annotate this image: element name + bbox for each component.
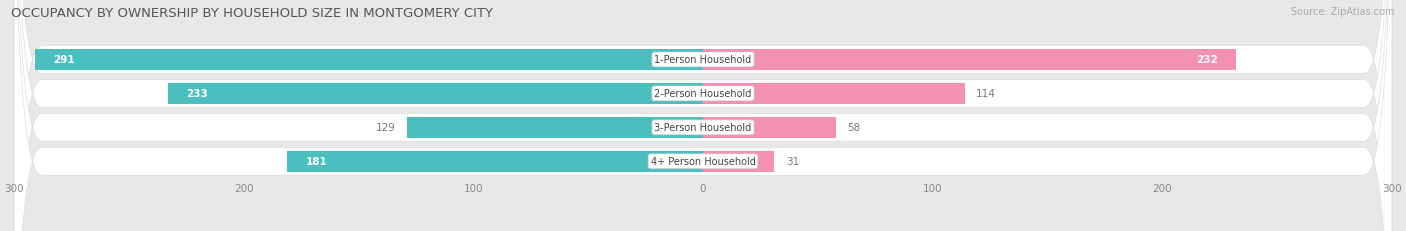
Bar [167,83,703,104]
Text: 2-Person Household: 2-Person Household [654,89,752,99]
Text: 31: 31 [786,157,799,167]
Bar [703,83,965,104]
Text: 233: 233 [186,89,208,99]
Bar [703,117,837,138]
Text: 129: 129 [375,123,395,133]
Text: 232: 232 [1195,55,1218,65]
FancyBboxPatch shape [14,0,1392,231]
Text: Source: ZipAtlas.com: Source: ZipAtlas.com [1291,7,1395,17]
Text: 3-Person Household: 3-Person Household [654,123,752,133]
Text: 4+ Person Household: 4+ Person Household [651,157,755,167]
Text: 181: 181 [305,157,328,167]
Text: 114: 114 [976,89,997,99]
FancyBboxPatch shape [14,0,1392,231]
Text: 1-Person Household: 1-Person Household [654,55,752,65]
Bar [35,50,703,71]
Bar [406,117,703,138]
FancyBboxPatch shape [14,0,1392,231]
Text: 58: 58 [848,123,860,133]
FancyBboxPatch shape [14,0,1392,231]
Bar [287,151,703,172]
Bar [703,50,1236,71]
Text: 291: 291 [53,55,75,65]
Bar [703,151,775,172]
Text: OCCUPANCY BY OWNERSHIP BY HOUSEHOLD SIZE IN MONTGOMERY CITY: OCCUPANCY BY OWNERSHIP BY HOUSEHOLD SIZE… [11,7,494,20]
